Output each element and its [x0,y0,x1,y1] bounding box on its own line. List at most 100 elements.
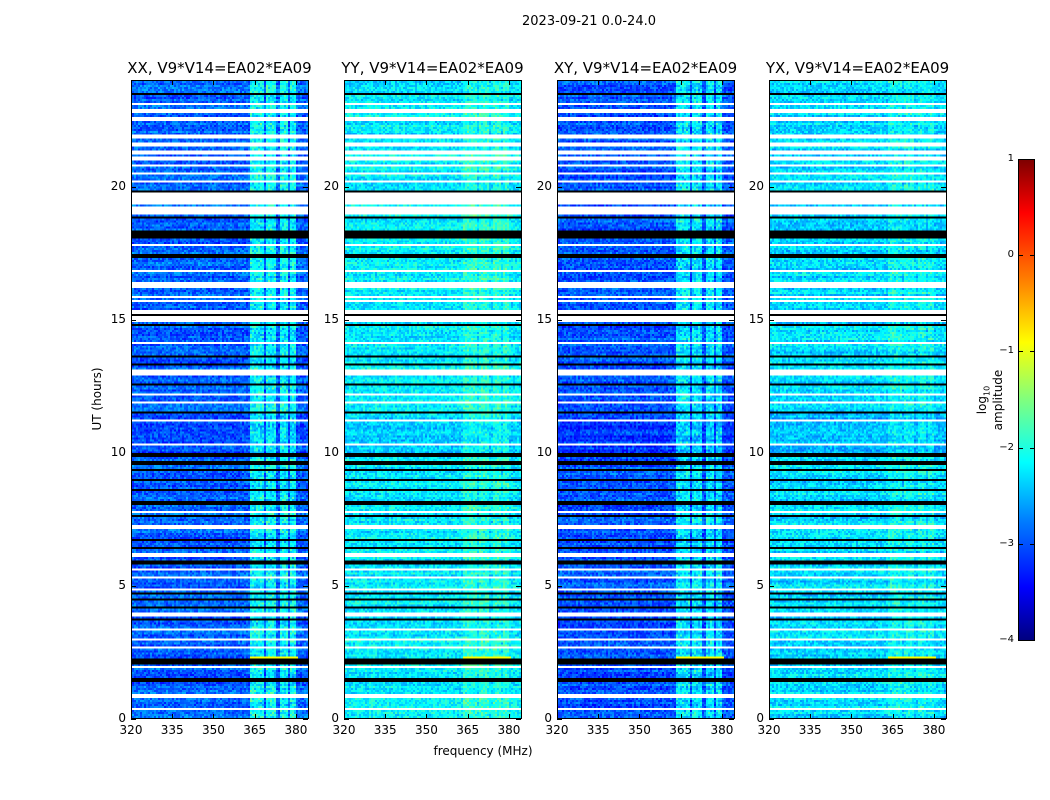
x-tick-mark [810,714,812,719]
panel-title: YX, V9*V14=EA02*EA09 [765,59,950,77]
colorbar-tick-mark [1019,255,1023,257]
panel-title: YY, V9*V14=EA02*EA09 [341,59,524,77]
x-tick-mark [385,714,387,719]
y-tick-mark [941,319,946,321]
y-tick-label: 10 [110,444,126,459]
x-tick-label: 350 [628,723,651,737]
y-tick-mark [516,585,521,587]
x-tick-mark [892,80,894,85]
colorbar-tick-mark [1019,447,1023,449]
x-tick-mark [131,80,132,85]
colorbar-tick-mark [1030,543,1034,545]
figure-title: 2023-09-21 0.0-24.0 [522,14,656,29]
x-tick-mark [680,714,682,719]
y-tick-mark [303,186,308,188]
colorbar-tick-mark [1019,640,1023,641]
y-tick-label: 5 [118,577,126,592]
y-tick-label: 15 [323,311,339,326]
heatmap-cells [770,81,946,718]
y-tick-mark [344,452,349,454]
colorbar-label: log10 amplitude [975,355,1005,445]
x-tick-mark [557,80,558,85]
x-tick-label: 335 [798,723,822,737]
y-tick-label: 0 [331,711,339,725]
y-tick-label: 20 [748,178,764,193]
colorbar-tick-label: 1 [1007,153,1014,164]
x-tick-mark [467,714,469,719]
colorbar-label-rest: amplitude [991,369,1006,431]
x-tick-mark [508,80,510,85]
x-tick-mark [639,80,641,85]
x-tick-mark [508,714,510,719]
x-tick-mark [295,80,297,85]
x-tick-mark [598,714,600,719]
y-tick-mark [516,186,521,188]
y-tick-mark [729,719,734,720]
y-tick-mark [131,585,136,587]
y-tick-mark [941,585,946,587]
x-tick-mark [680,80,682,85]
heatmap-panel-1 [344,80,522,719]
y-tick-mark [941,719,946,720]
y-tick-mark [941,452,946,454]
y-axis-label: UT (hours) [90,367,104,431]
y-tick-mark [729,452,734,454]
x-tick-mark [385,80,387,85]
y-tick-label: 15 [748,311,764,326]
y-tick-label: 20 [110,178,126,193]
x-tick-mark [213,714,215,719]
x-tick-mark [810,80,812,85]
x-tick-mark [769,80,770,85]
x-tick-label: 320 [757,723,781,737]
y-tick-label: 15 [536,311,552,326]
x-tick-label: 335 [160,723,184,737]
heatmap-panel-0 [131,80,309,719]
x-tick-label: 350 [415,723,438,737]
x-tick-mark [426,80,428,85]
x-tick-label: 365 [243,723,267,737]
colorbar-tick-label: −3 [999,537,1014,549]
colorbar-tick-label: −4 [999,634,1014,645]
y-tick-mark [516,452,521,454]
y-tick-mark [131,452,136,454]
x-tick-mark [254,80,256,85]
x-tick-label: 380 [497,723,521,737]
colorbar-tick-label: −1 [999,345,1014,357]
y-tick-label: 5 [544,577,552,592]
x-tick-label: 365 [881,723,905,737]
y-tick-mark [344,186,349,188]
x-tick-mark [426,714,428,719]
y-tick-mark [941,186,946,188]
colorbar-label-main: log [975,395,989,415]
y-tick-mark [769,319,774,321]
x-tick-mark [213,80,215,85]
x-tick-label: 320 [545,723,569,737]
x-tick-mark [131,714,132,719]
y-tick-label: 20 [323,178,339,193]
colorbar-label-sub: 10 [982,385,992,396]
x-tick-mark [933,80,935,85]
y-tick-mark [131,719,136,720]
x-tick-label: 335 [373,723,397,737]
colorbar-tick-label: −2 [999,441,1014,453]
x-tick-mark [851,714,853,719]
y-tick-mark [769,452,774,454]
y-tick-mark [557,585,562,587]
y-tick-label: 5 [756,577,764,592]
y-tick-label: 5 [331,577,339,592]
x-axis-label: frequency (MHz) [433,744,533,758]
y-tick-mark [729,585,734,587]
x-tick-mark [598,80,600,85]
y-tick-mark [557,319,562,321]
y-tick-mark [303,585,308,587]
heatmap-panel-3 [769,80,947,719]
heatmap-panel-2 [557,80,735,719]
heatmap-cells [558,81,734,718]
x-tick-label: 350 [202,723,225,737]
y-tick-mark [729,319,734,321]
colorbar-tick-mark [1030,159,1034,160]
colorbar [1018,159,1035,641]
y-tick-label: 0 [118,711,126,725]
y-tick-mark [557,186,562,188]
